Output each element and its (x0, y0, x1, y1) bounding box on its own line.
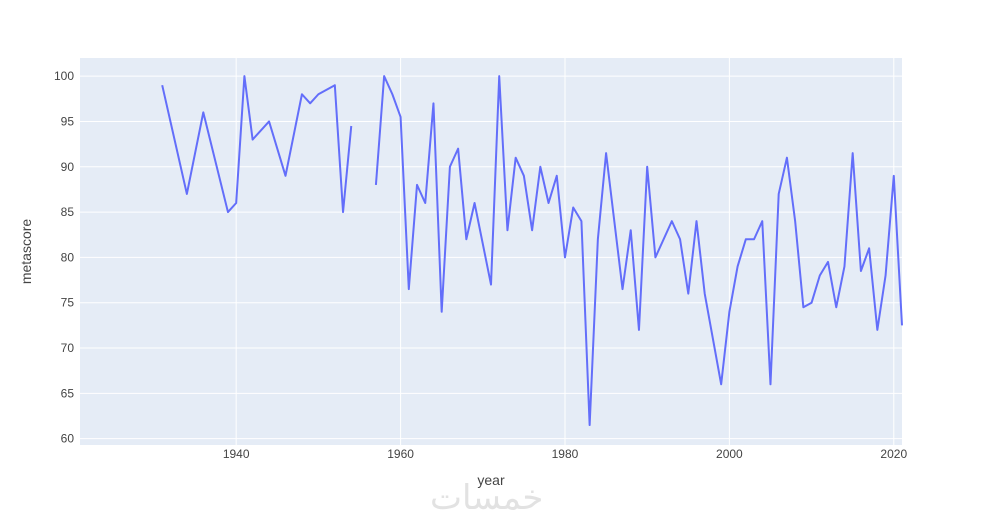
watermark-logo: خمسات (430, 478, 544, 518)
y-tick-label: 60 (61, 432, 75, 446)
series-layer (161, 75, 903, 427)
y-tick-label: 95 (61, 114, 75, 128)
series-line (161, 75, 903, 427)
y-tick-label: 85 (61, 205, 75, 219)
y-tick-label: 80 (61, 250, 75, 264)
y-axis-ticks: 60 65 70 75 80 85 90 95 100 (54, 69, 74, 446)
x-tick-label: 2000 (716, 447, 743, 461)
y-tick-label: 100 (54, 69, 74, 83)
y-tick-label: 75 (61, 296, 75, 310)
y-tick-label: 90 (61, 160, 75, 174)
y-axis-title: metascore (18, 219, 34, 285)
x-tick-label: 1960 (387, 447, 414, 461)
x-tick-label: 2020 (880, 447, 907, 461)
x-axis-title: year (477, 472, 505, 488)
plot-area (80, 58, 902, 445)
x-tick-label: 1940 (223, 447, 250, 461)
y-tick-label: 70 (61, 341, 75, 355)
x-tick-label: 1980 (552, 447, 579, 461)
y-tick-label: 65 (61, 386, 75, 400)
x-axis-ticks: 1940 1960 1980 2000 2020 (223, 447, 908, 461)
